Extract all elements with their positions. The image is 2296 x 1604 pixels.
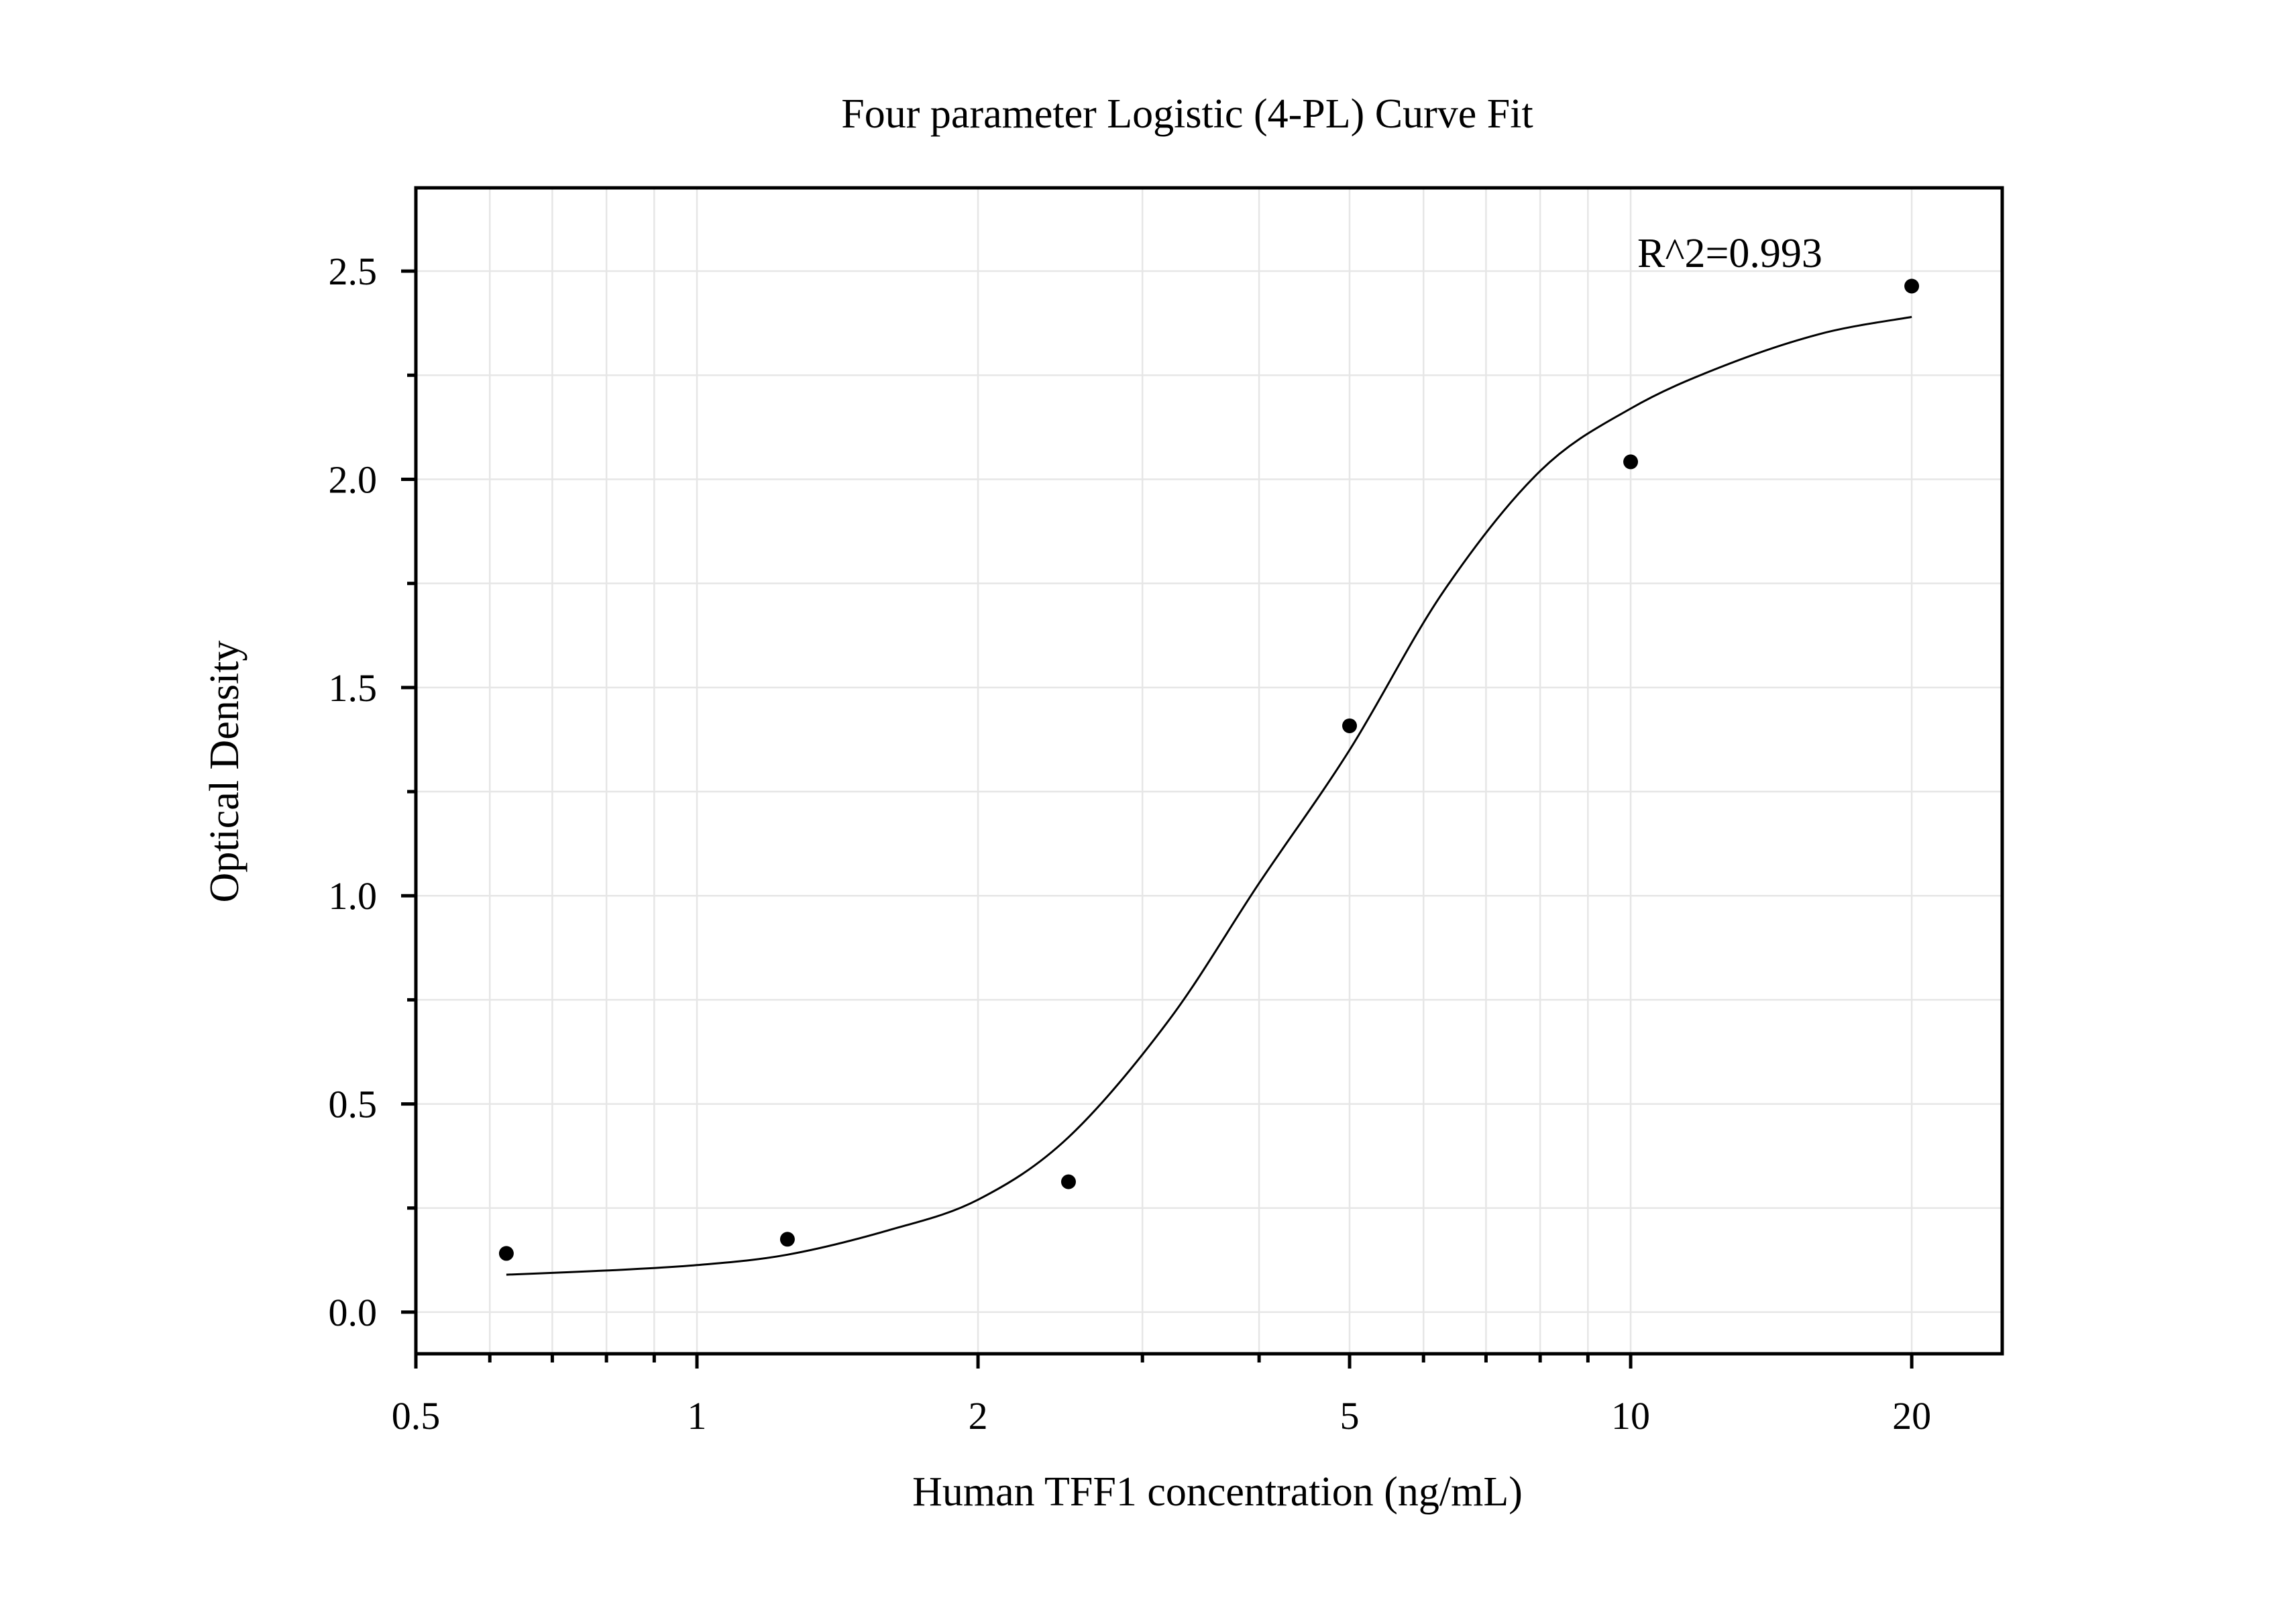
fit-curve-layer	[506, 315, 1912, 1276]
x-tick-label: 0.5	[392, 1394, 441, 1438]
y-tick-label: 2.5	[329, 250, 378, 293]
grid	[415, 188, 2002, 1354]
data-point	[1342, 718, 1358, 733]
x-tick-label: 20	[1892, 1394, 1931, 1438]
data-points-layer	[498, 278, 1920, 1261]
tick-labels: 0.5 1 2 5 10 20 0.0 0.5 1.0 1.5 2.0 2.5	[329, 250, 1932, 1438]
data-point	[498, 1246, 514, 1261]
x-tick-label: 5	[1340, 1394, 1360, 1438]
x-tick-label: 10	[1611, 1394, 1650, 1438]
data-point	[1904, 278, 1920, 294]
y-tick-label: 0.0	[329, 1291, 378, 1334]
y-tick-label: 0.5	[329, 1083, 378, 1126]
fit-curve	[506, 315, 1912, 1276]
x-tick-label: 2	[969, 1394, 988, 1438]
plot-frame	[414, 186, 2004, 1356]
data-point	[1623, 454, 1639, 470]
r-squared-annotation: R^2=0.993	[1637, 231, 1822, 276]
x-axis-label: Human TFF1 concentration (ng/mL)	[912, 1469, 1523, 1515]
chart-title: Four parameter Logistic (4-PL) Curve Fit	[841, 91, 1533, 137]
data-point	[779, 1232, 795, 1247]
x-tick-label: 1	[688, 1394, 707, 1438]
y-axis-label: Optical Density	[202, 641, 248, 903]
y-tick-label: 1.5	[329, 666, 378, 710]
data-point	[1060, 1174, 1076, 1189]
y-tick-label: 2.0	[329, 458, 378, 502]
y-tick-label: 1.0	[329, 874, 378, 918]
